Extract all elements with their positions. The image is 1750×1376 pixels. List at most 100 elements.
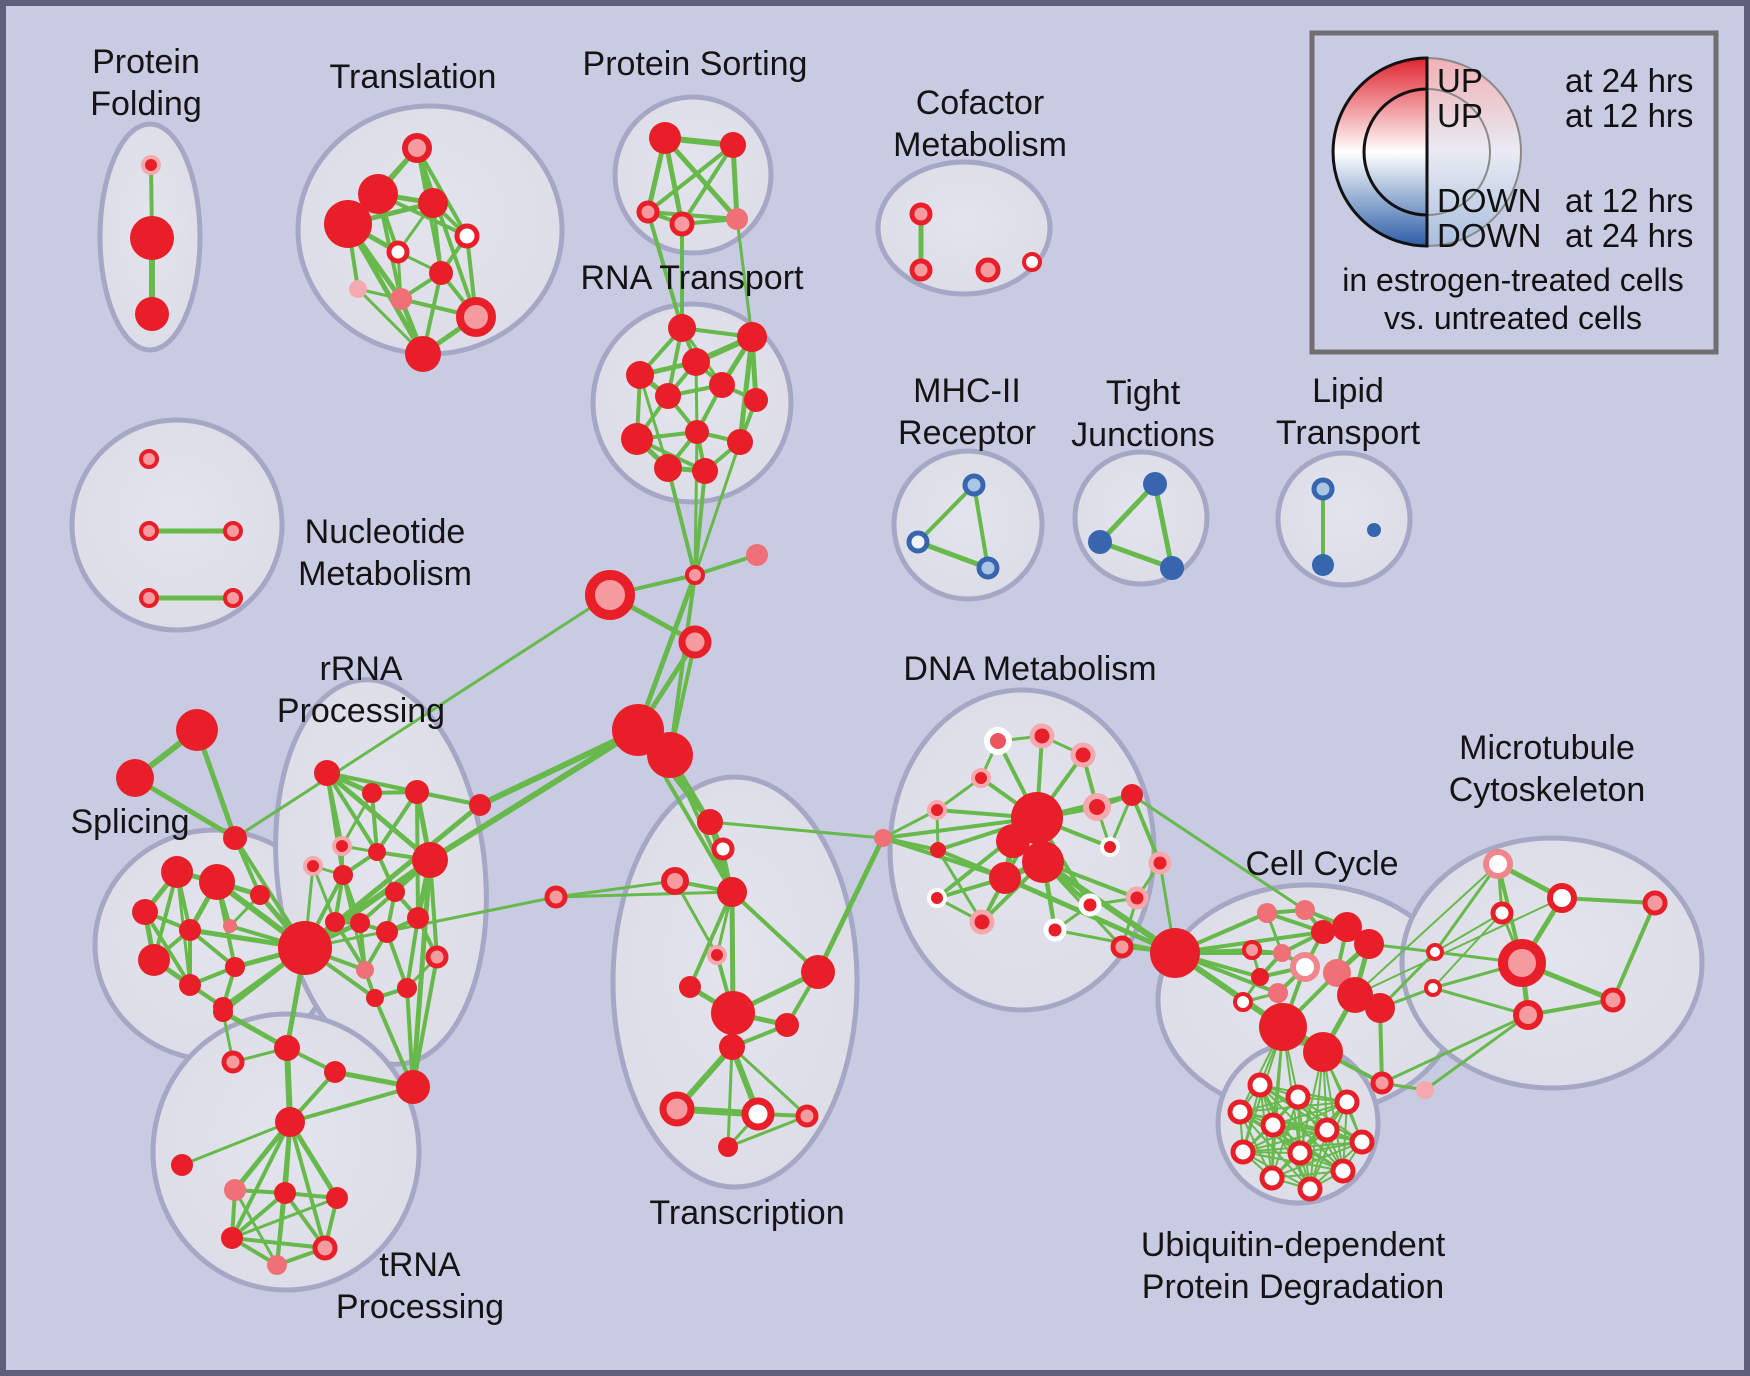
protein-folding-label: Folding (90, 85, 202, 123)
network-edge (288, 1120, 327, 1250)
network-node (456, 297, 496, 337)
network-node (1247, 1072, 1273, 1098)
network-node (962, 473, 986, 497)
trna-processing-label: Processing (336, 1288, 504, 1326)
nucleotide-metabolism-label: Nucleotide (305, 513, 466, 551)
network-node (1160, 556, 1184, 580)
ubiquitin-degradation-label: Ubiquitin-dependent (1141, 1226, 1446, 1264)
network-node (544, 885, 568, 909)
network-node (1416, 1081, 1434, 1099)
network-edge (1239, 1111, 1344, 1172)
network-node (709, 372, 735, 398)
network-node (225, 957, 245, 977)
network-nodes (116, 122, 1668, 1275)
protein-folding-label: Protein (92, 43, 200, 81)
network-node (930, 842, 946, 858)
network-node (1043, 918, 1067, 942)
network-node (139, 449, 159, 469)
network-node (1083, 793, 1111, 821)
network-edge (230, 1196, 339, 1240)
network-node (1125, 886, 1149, 910)
network-node (669, 211, 695, 237)
network-node (909, 202, 933, 226)
network-node (984, 727, 1012, 755)
network-edge (737, 334, 755, 445)
network-edge (554, 879, 677, 899)
network-node (711, 837, 735, 861)
network-edge (1271, 1101, 1348, 1179)
network-edge (666, 466, 697, 577)
lipid-transport-label: Lipid (1312, 372, 1384, 410)
network-edge (972, 483, 990, 570)
network-node (333, 865, 353, 885)
network-node (139, 521, 159, 541)
network-node (390, 288, 412, 310)
network-edge (233, 593, 612, 840)
rna-transport-label: RNA Transport (581, 259, 805, 297)
network-node (1334, 1089, 1360, 1115)
network-edge (1433, 862, 1500, 954)
network-edge (303, 895, 558, 950)
network-node (376, 921, 398, 943)
network-edge (1432, 912, 1503, 989)
network-node (267, 1255, 287, 1275)
network-node (654, 454, 682, 482)
network-edge (1611, 901, 1657, 1002)
network-node (407, 907, 429, 929)
cluster-labels: Protein Folding Translation Protein Sorting… (70, 43, 1645, 1326)
network-node (1314, 1117, 1340, 1143)
network-node (697, 809, 723, 835)
network-node (1029, 723, 1055, 749)
network-node (1260, 1112, 1286, 1138)
network-node (659, 1091, 695, 1127)
network-edge (730, 890, 820, 974)
network-edge (1434, 912, 1503, 953)
network-node (429, 261, 453, 285)
legend: UP at 24 hrs UP at 12 hrs DOWN at 12 hrs DOWN a… (1309, 30, 1719, 355)
legend-time-label: at 12 hrs (1565, 182, 1693, 219)
network-node (1490, 901, 1514, 925)
network-node (1337, 977, 1373, 1013)
network-edge (288, 1085, 415, 1124)
network-node (636, 200, 660, 224)
network-edge (1380, 1013, 1530, 1085)
network-node (976, 556, 1000, 580)
lipid-transport-region (1275, 450, 1413, 588)
legend-direction-label: UP (1437, 62, 1483, 99)
network-node (179, 974, 201, 996)
network-node (385, 882, 405, 902)
network-node (927, 800, 947, 820)
network-edge (936, 848, 984, 924)
mhc-ii-receptor-region (891, 448, 1045, 602)
network-edge (735, 217, 754, 339)
network-edge (1354, 897, 1563, 996)
network-node (744, 388, 768, 412)
network-node (679, 976, 701, 998)
network-edge (662, 135, 740, 222)
network-node (1259, 1165, 1285, 1191)
network-node (1022, 252, 1042, 272)
network-node (314, 760, 340, 786)
network-node (303, 856, 323, 876)
cell-cycle-label: Cell Cycle (1245, 845, 1398, 883)
network-node (906, 530, 930, 554)
network-edge (1423, 1013, 1530, 1092)
network-node (332, 836, 352, 856)
network-node (223, 826, 247, 850)
network-edge (1097, 481, 1158, 545)
network-node (350, 913, 370, 933)
network-node (250, 885, 270, 905)
network-node (425, 945, 449, 969)
network-node (275, 1107, 305, 1137)
network-node (274, 1035, 300, 1061)
network-node (746, 544, 768, 566)
network-node (223, 521, 243, 541)
legend-inner-arc (1362, 87, 1428, 217)
network-node (1642, 890, 1668, 916)
network-node (1273, 944, 1291, 962)
network-node (1311, 920, 1335, 944)
network-node (741, 1097, 775, 1131)
network-edge (1130, 793, 1162, 865)
network-node (1230, 1139, 1256, 1165)
